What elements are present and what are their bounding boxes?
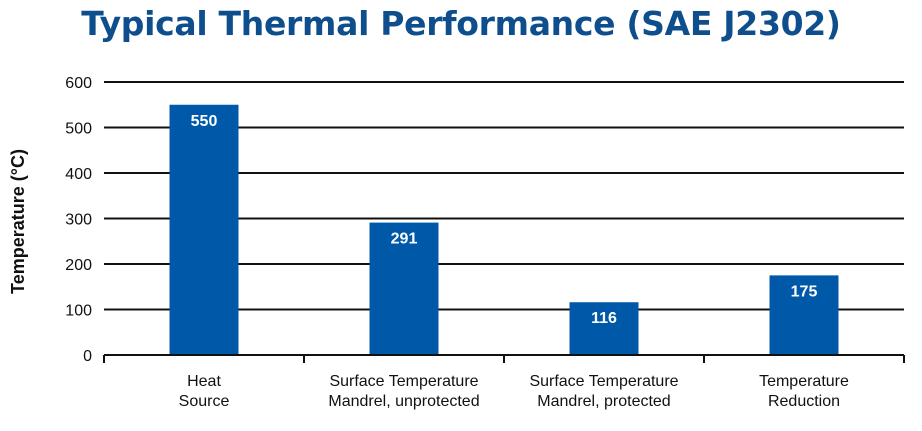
- bar-3: [769, 275, 839, 355]
- y-tick-label-400: 400: [65, 166, 92, 183]
- bar-1: [369, 222, 439, 355]
- category-label-0: Heat Source: [179, 373, 230, 410]
- y-axis-label: Temperature (°C): [8, 149, 28, 294]
- category-label-3: Temperature Reduction: [759, 373, 849, 410]
- bar-2: [569, 302, 639, 355]
- bar-0: [169, 104, 239, 355]
- y-tick-label-300: 300: [65, 212, 92, 229]
- category-label-1: Surface Temperature Mandrel, unprotected: [328, 373, 479, 410]
- y-tick-label-0: 0: [83, 348, 92, 365]
- category-label-2: Surface Temperature Mandrel, protected: [529, 373, 678, 410]
- y-tick-label-200: 200: [65, 257, 92, 274]
- category-labels: Heat Source Surface Temperature Mandrel, un…: [179, 373, 849, 410]
- data-label-0: 550: [191, 113, 218, 130]
- data-label-3: 175: [791, 283, 818, 300]
- data-label-1: 291: [391, 231, 418, 248]
- y-tick-label-100: 100: [65, 303, 92, 320]
- chart-title: Typical Thermal Performance (SAE J2302): [81, 4, 841, 43]
- data-labels: 550 291 116 175: [191, 113, 818, 327]
- data-label-2: 116: [591, 310, 617, 327]
- y-tick-label-500: 500: [65, 121, 92, 138]
- x-axis: [103, 354, 905, 363]
- bars: [169, 104, 839, 355]
- y-tick-label-600: 600: [65, 75, 92, 92]
- y-axis-ticks: 0 100 200 300 400 500 600: [65, 75, 92, 365]
